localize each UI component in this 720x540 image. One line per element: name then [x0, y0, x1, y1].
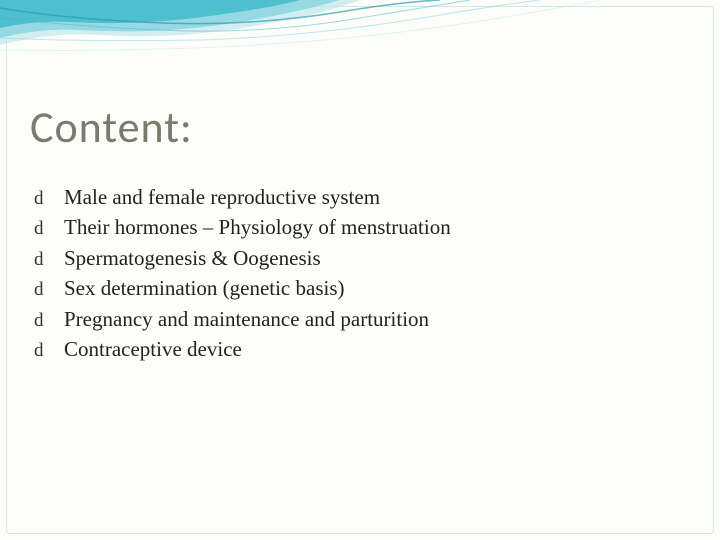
list-item-text: Spermatogenesis & Oogenesis: [64, 246, 321, 270]
content-area: Content: d Male and female reproductive …: [30, 100, 690, 365]
list-item-text: Sex determination (genetic basis): [64, 276, 345, 300]
list-item: d Their hormones – Physiology of menstru…: [34, 212, 690, 242]
list-item: d Spermatogenesis & Oogenesis: [34, 243, 690, 273]
list-item-text: Their hormones – Physiology of menstruat…: [64, 215, 451, 239]
list-item: d Pregnancy and maintenance and parturiti…: [34, 304, 690, 334]
list-item-text: Male and female reproductive system: [64, 185, 380, 209]
bullet-icon: d: [34, 337, 44, 365]
bullet-icon: d: [34, 307, 44, 335]
slide-title: Content:: [30, 100, 690, 154]
bullet-icon: d: [34, 246, 44, 274]
list-item: d Contraceptive device: [34, 334, 690, 364]
list-item-text: Contraceptive device: [64, 337, 242, 361]
list-item: d Male and female reproductive system: [34, 182, 690, 212]
bullet-icon: d: [34, 215, 44, 243]
bullet-icon: d: [34, 276, 44, 304]
bullet-icon: d: [34, 185, 44, 213]
wave-decoration: [0, 0, 720, 110]
list-item-text: Pregnancy and maintenance and parturitio…: [64, 307, 429, 331]
list-item: d Sex determination (genetic basis): [34, 273, 690, 303]
bullet-list: d Male and female reproductive system d …: [30, 182, 690, 365]
